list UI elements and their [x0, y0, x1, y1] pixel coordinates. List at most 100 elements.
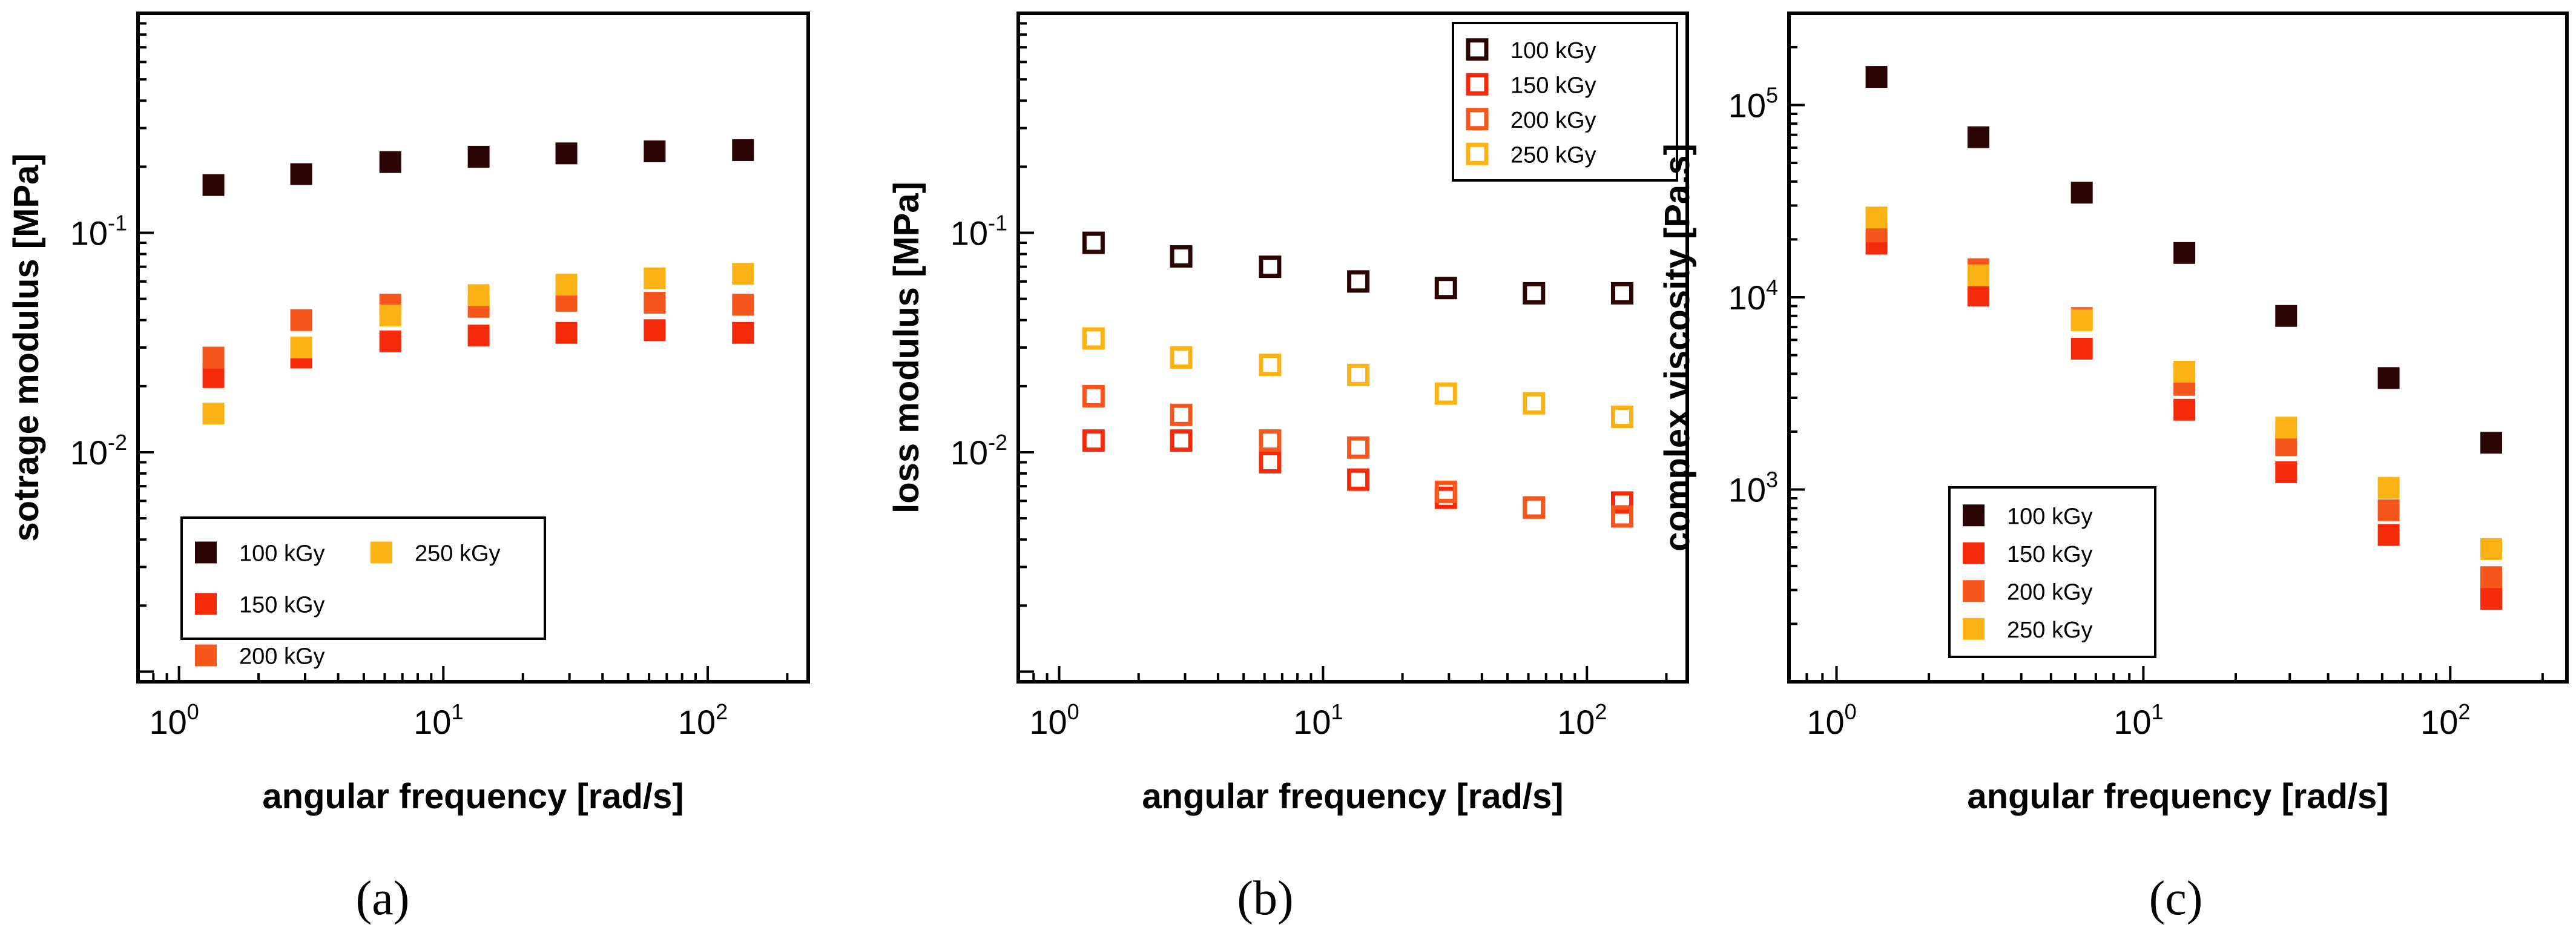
data-point	[2275, 305, 2298, 327]
legend-marker	[1466, 142, 1489, 165]
data-point	[1170, 346, 1193, 369]
data-point	[1170, 429, 1193, 452]
data-point	[1610, 282, 1633, 305]
data-point	[2173, 360, 2196, 383]
data-point	[2275, 461, 2298, 483]
series-150-kgy	[202, 319, 754, 388]
x-tick-label: 102	[1557, 699, 1607, 741]
chart-panel-2: 100 101 102 10-1 10-2 angular frequency [rad/…	[887, 12, 1689, 925]
data-point	[1610, 491, 1633, 514]
series-100-kgy	[202, 139, 754, 196]
y-tick-label: 105	[1728, 82, 1778, 124]
data-point	[1170, 245, 1193, 268]
data-point	[1865, 206, 1888, 229]
data-point	[732, 139, 754, 161]
legend-frame	[1452, 22, 1678, 182]
x-tick-label: 101	[1293, 699, 1343, 741]
y-axis-label: complex viscosity [Pa.s]	[1658, 143, 1697, 552]
data-point	[2070, 182, 2093, 204]
data-point	[1434, 480, 1457, 503]
data-point	[732, 321, 754, 344]
legend-label: 100 kGy	[2007, 504, 2093, 529]
data-point	[2275, 417, 2298, 439]
data-point	[1259, 429, 1282, 452]
data-point	[1082, 384, 1105, 407]
y-axis-label: loss modulus [MPa]	[887, 182, 926, 513]
legend-label: 250 kGy	[1510, 142, 1596, 168]
panel-label: (a)	[356, 872, 410, 925]
x-tick-label: 100	[1807, 699, 1856, 741]
data-point	[290, 337, 312, 358]
data-point	[467, 325, 490, 347]
panel-label: (c)	[2149, 872, 2203, 925]
data-point	[467, 145, 490, 168]
x-tick-label: 102	[678, 699, 728, 741]
data-point	[290, 309, 312, 331]
x-tick-label: 100	[1029, 699, 1079, 741]
legend: 100 kGy 150 kGy 200 kGy 250 kGy	[180, 516, 546, 670]
data-point	[379, 305, 401, 327]
y-tick-label: 104	[1728, 275, 1778, 317]
series-100-kgy	[1865, 66, 2502, 454]
x-minor-ticks	[137, 666, 789, 682]
data-point	[1610, 405, 1633, 428]
data-point	[1347, 468, 1370, 491]
data-point	[644, 140, 666, 162]
data-point	[2173, 242, 2196, 264]
data-point	[1082, 231, 1105, 254]
series-250-kgy	[1865, 206, 2502, 560]
data-point	[644, 319, 666, 341]
data-point	[555, 142, 578, 165]
data-point	[290, 163, 312, 185]
data-point	[1082, 429, 1105, 452]
data-point	[1967, 285, 1989, 307]
data-point	[202, 366, 225, 388]
legend-marker	[195, 593, 217, 615]
x-minor-ticks	[1788, 666, 2544, 682]
series-100-kgy	[1082, 231, 1633, 305]
x-tick-label: 101	[2113, 699, 2163, 741]
legend-marker	[371, 541, 392, 564]
data-point	[1434, 382, 1457, 405]
data-point	[202, 403, 225, 425]
data-point	[1170, 403, 1193, 426]
data-point	[644, 267, 666, 289]
legend-label: 100 kGy	[239, 541, 325, 567]
y-tick-label: 10-2	[70, 430, 127, 472]
x-axis-label: angular frequency [rad/s]	[1142, 777, 1563, 816]
legend-marker	[1466, 73, 1489, 96]
data-point	[732, 294, 754, 316]
legend-marker	[1963, 618, 1985, 640]
y-minor-ticks	[138, 12, 154, 683]
data-point	[2377, 499, 2400, 521]
y-axis-label: sotrage modulus [MPa]	[7, 153, 46, 541]
legend-marker	[1466, 108, 1489, 131]
y-tick-label: 103	[1728, 467, 1778, 509]
y-tick-label: 10-1	[950, 210, 1007, 252]
data-point	[1865, 66, 1888, 88]
legend-label: 200 kGy	[2007, 579, 2093, 605]
legend-marker	[195, 541, 217, 564]
legend-label: 200 kGy	[1510, 108, 1596, 133]
data-point	[1347, 436, 1370, 459]
data-point	[1347, 363, 1370, 386]
legend-label: 250 kGy	[2007, 618, 2093, 643]
legend-marker	[1963, 580, 1985, 602]
legend-label: 150 kGy	[2007, 542, 2093, 567]
data-point	[379, 151, 401, 173]
chart-root: 100 101 102 10-1 10-2 angular frequency [rad/…	[7, 12, 2569, 925]
data-point	[2377, 476, 2400, 499]
legend-frame	[180, 516, 546, 640]
data-point	[2480, 566, 2502, 588]
plot-frame	[1787, 12, 2569, 684]
legend-marker	[195, 644, 217, 667]
series-200-kgy	[1082, 384, 1633, 528]
data-point	[2480, 588, 2502, 610]
y-minor-ticks	[1789, 12, 1805, 683]
legend-label: 100 kGy	[1510, 38, 1596, 64]
legend-label: 200 kGy	[239, 644, 325, 670]
data-point	[1347, 270, 1370, 293]
data-point	[1259, 255, 1282, 278]
